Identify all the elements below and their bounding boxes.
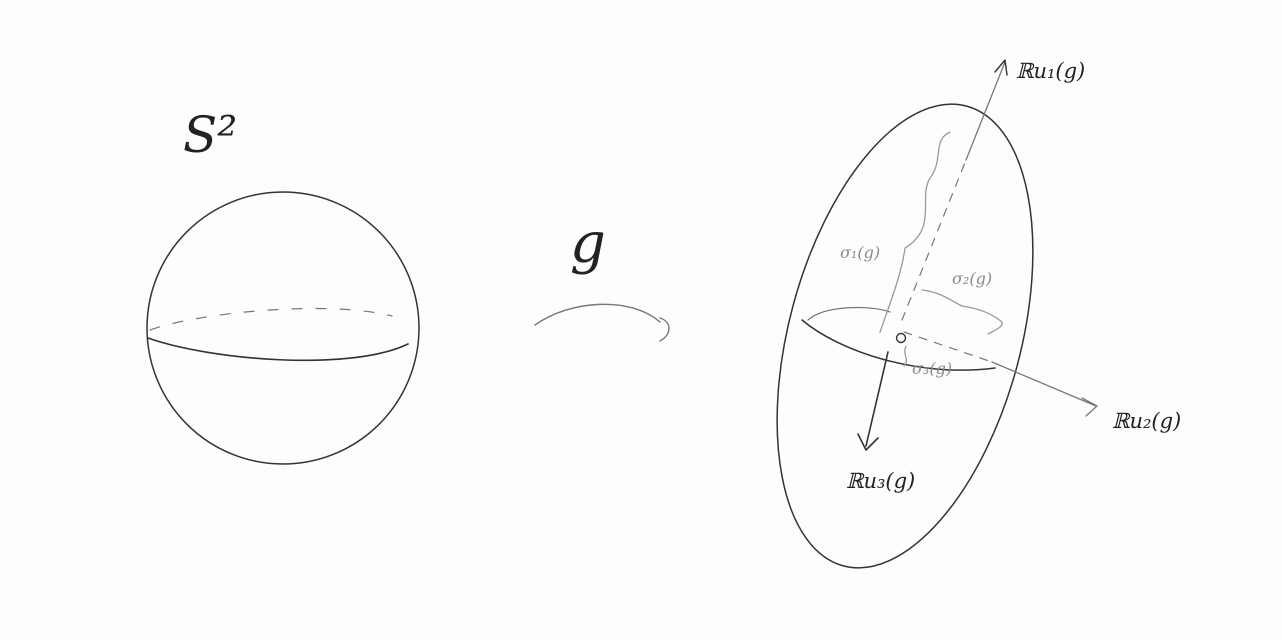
sigma-3-label: σ₃(g) (912, 359, 952, 378)
axis-3-line (865, 351, 889, 447)
sigma-2-brace (921, 289, 1003, 335)
axis-1-arrowhead (994, 59, 1008, 76)
axis-2-arrowhead (1081, 397, 1098, 417)
sigma-3-brace (903, 345, 907, 367)
map-arrow-group: g (534, 211, 670, 342)
sphere-label: S² (183, 106, 237, 164)
axis-1-dashed (901, 159, 967, 321)
center-point (895, 332, 907, 344)
axis-2-line (991, 361, 1097, 407)
map-arrow-head (659, 317, 670, 342)
ellipsoid: ℝu₁(g) ℝu₂(g) ℝu₃(g) σ₁(g) σ₂(g) σ₃(g) (776, 59, 1181, 569)
sigma-1-brace (879, 131, 951, 333)
sphere-equator-back (149, 307, 393, 331)
sphere-outline (146, 191, 420, 465)
axis-1-line (965, 61, 1006, 161)
ellipsoid-equator-front (801, 319, 996, 371)
map-label: g (570, 211, 606, 276)
axis-3-label: ℝu₃(g) (846, 469, 915, 493)
map-arrow (534, 303, 661, 326)
sigma-1-label: σ₁(g) (840, 243, 880, 262)
axis-2-label: ℝu₂(g) (1112, 409, 1181, 433)
ellipsoid-equator-back (807, 306, 891, 321)
sigma-2-label: σ₂(g) (952, 269, 992, 288)
unit-sphere: S² (146, 106, 420, 465)
ellipsoid-outline (776, 103, 1034, 569)
axis-1-label: ℝu₁(g) (1016, 59, 1085, 83)
axis-3-arrowhead (857, 433, 879, 451)
axis-2-dashed (903, 331, 993, 363)
sphere-equator-front (147, 337, 409, 362)
